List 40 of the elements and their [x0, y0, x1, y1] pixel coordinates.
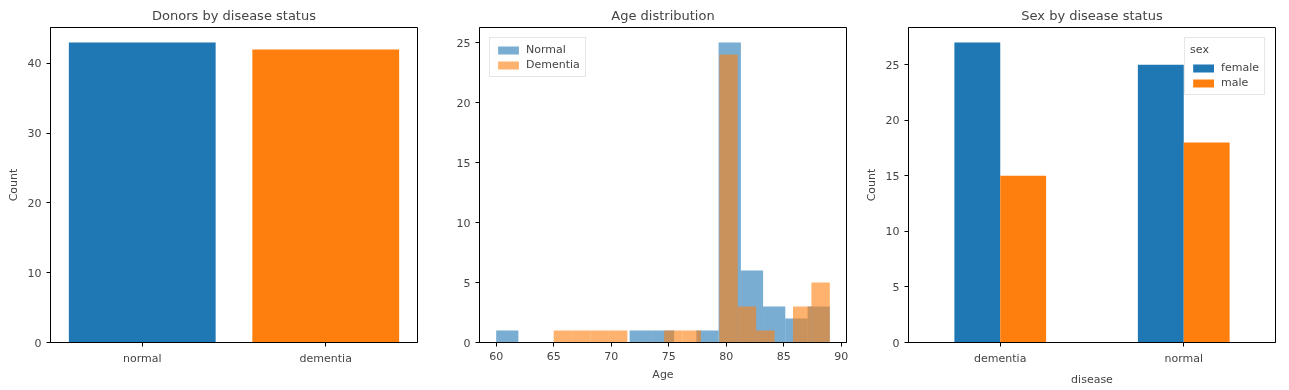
chart-title: Donors by disease status	[152, 7, 317, 23]
y-tick-label: 25	[885, 58, 900, 72]
y-tick-label: 5	[892, 280, 900, 294]
legend-title: sex	[1190, 43, 1210, 56]
x-tick-label: dementia	[299, 351, 352, 365]
y-tick-label: 10	[456, 216, 471, 230]
y-tick-label: 20	[456, 96, 471, 110]
x-tick-label: 75	[661, 349, 676, 363]
y-axis-title: Count	[864, 167, 878, 202]
y-tick-label: 0	[463, 336, 471, 350]
y-tick-label: 20	[27, 196, 42, 210]
y-tick-label: 25	[456, 36, 471, 50]
y-tick-label: 0	[892, 336, 900, 350]
legend-label: Dementia	[526, 58, 580, 71]
y-tick-label: 20	[885, 114, 900, 128]
x-axis-title: disease	[1071, 372, 1114, 386]
y-axis-title: Count	[6, 167, 20, 202]
y-tick-label: 40	[27, 57, 42, 71]
x-tick-label: normal	[1164, 351, 1204, 365]
legend-label: Normal	[526, 43, 566, 56]
x-tick-label: dementia	[974, 351, 1027, 365]
x-tick-label: 70	[604, 349, 619, 363]
y-tick-label: 10	[885, 225, 900, 239]
y-tick-label: 0	[34, 336, 42, 350]
y-tick-label: 15	[885, 169, 900, 183]
y-tick-label: 30	[27, 127, 42, 141]
x-axis-title: Age	[652, 367, 674, 381]
x-tick-label: 60	[489, 349, 504, 363]
chart-title: Age distribution	[611, 7, 715, 23]
x-tick-label: normal	[122, 351, 162, 365]
legend-label: male	[1221, 76, 1249, 89]
chart-title: Sex by disease status	[1021, 7, 1163, 23]
legend-label: female	[1221, 61, 1259, 74]
x-tick-label: 65	[546, 349, 561, 363]
x-tick-label: 90	[834, 349, 849, 363]
y-tick-label: 15	[456, 156, 471, 170]
y-tick-label: 10	[27, 266, 42, 280]
y-tick-label: 5	[463, 276, 471, 290]
x-tick-label: 85	[776, 349, 791, 363]
x-tick-label: 80	[719, 349, 734, 363]
